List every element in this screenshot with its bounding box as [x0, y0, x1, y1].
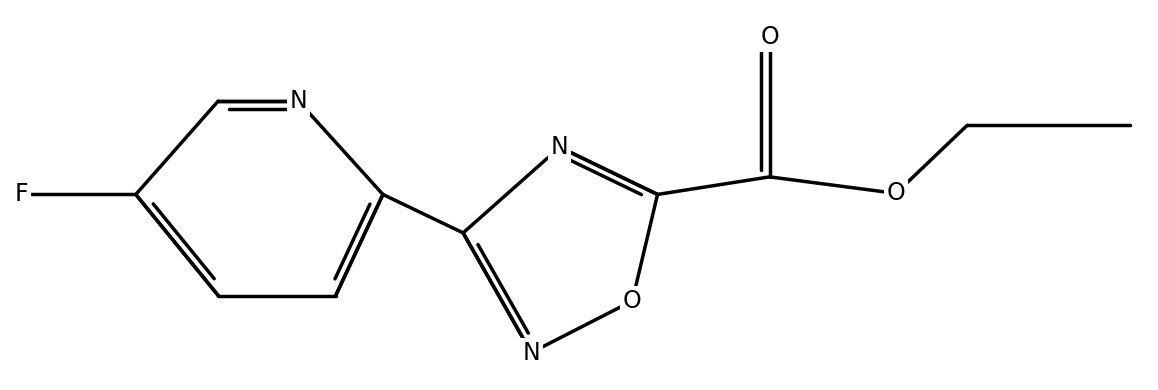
Text: F: F [15, 183, 28, 206]
Text: N: N [522, 340, 540, 365]
Text: O: O [623, 289, 642, 313]
Text: O: O [887, 181, 906, 206]
Text: N: N [290, 89, 307, 113]
Text: O: O [760, 25, 779, 50]
Text: N: N [551, 135, 569, 159]
